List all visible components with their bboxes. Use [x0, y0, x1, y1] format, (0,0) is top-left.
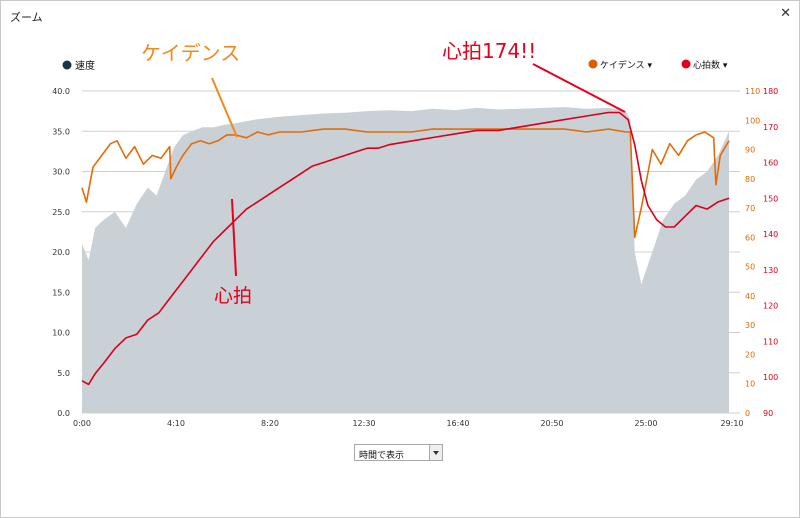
- cadence-line: [81, 128, 730, 239]
- window-title: ズーム: [10, 11, 43, 24]
- cadence-tick-label: 110: [745, 87, 760, 96]
- speed-tick-label: 35.0: [52, 127, 70, 136]
- heart-annotation: 心拍: [214, 285, 252, 307]
- speed-tick-label: 15.0: [52, 288, 70, 297]
- x-tick-label: 16:40: [446, 419, 469, 428]
- speed-tick-label: 5.0: [57, 369, 70, 378]
- speed-tick-label: 25.0: [52, 208, 70, 217]
- speed-tick-label: 20.0: [52, 248, 70, 257]
- legend-cadence-dot: [588, 59, 598, 69]
- speed-tick-label: 40.0: [52, 87, 70, 96]
- cadence-tick-label: 100: [745, 116, 760, 125]
- display-mode-select[interactable]: 時間で表示: [354, 444, 443, 461]
- heart-tick-label: 150: [763, 194, 778, 203]
- heart-tick-label: 110: [763, 337, 778, 346]
- cadence-tick-label: 70: [745, 204, 755, 213]
- heart-tick-label: 100: [763, 373, 778, 382]
- speed-area: [82, 107, 730, 413]
- cadence-annotation: ケイデンス: [141, 41, 240, 65]
- speed-tick-label: 0.0: [57, 409, 70, 418]
- x-tick-label: 12:30: [352, 419, 375, 428]
- cadence-tick-label: 90: [745, 146, 755, 155]
- speed-tick-label: 10.0: [52, 329, 70, 338]
- cadence-tick-label: 60: [745, 233, 755, 242]
- cadence-tick-label: 10: [745, 380, 755, 389]
- heart-tick-label: 90: [763, 409, 773, 418]
- x-tick-label: 8:20: [261, 419, 279, 428]
- x-tick-label: 29:10: [720, 419, 743, 428]
- x-tick-label: 25:00: [634, 419, 657, 428]
- cadence-tick-label: 0: [745, 409, 750, 418]
- cadence-tick-label: 30: [745, 321, 755, 330]
- legend-speed-dot: [62, 60, 72, 70]
- close-icon[interactable]: ✕: [780, 6, 791, 21]
- heart-tick-label: 160: [763, 159, 778, 168]
- heart-peak-annotation-arrow: [532, 63, 626, 113]
- heart-tick-label: 170: [763, 123, 778, 132]
- cadence-tick-label: 50: [745, 263, 755, 272]
- speed-tick-label: 30.0: [52, 168, 70, 177]
- x-tick-label: 4:10: [167, 419, 185, 428]
- legend-speed-label: 速度: [75, 59, 95, 72]
- heart-tick-label: 120: [763, 302, 778, 311]
- x-tick-label: 20:50: [540, 419, 563, 428]
- x-tick-label: 0:00: [73, 419, 91, 428]
- cadence-annotation-arrow: [211, 77, 238, 138]
- legend-heart-label: 心拍数 ▾: [693, 59, 728, 71]
- heart-tick-label: 180: [763, 87, 778, 96]
- heart-tick-label: 130: [763, 266, 778, 275]
- heart-annotation-arrow: [231, 198, 237, 277]
- chevron-down-icon[interactable]: [429, 445, 442, 460]
- cadence-tick-label: 80: [745, 175, 755, 184]
- legend-heart-dot: [681, 59, 691, 69]
- cadence-tick-label: 20: [745, 350, 755, 359]
- cadence-tick-label: 40: [745, 292, 755, 301]
- heart-rate-line: [81, 111, 730, 386]
- heart-peak-annotation: 心拍174!!: [442, 39, 536, 63]
- display-mode-label: 時間で表示: [359, 451, 405, 461]
- heart-tick-label: 140: [763, 230, 778, 239]
- legend-cadence-label: ケイデンス ▾: [600, 59, 653, 71]
- title-bar: ズーム ✕: [1, 1, 799, 31]
